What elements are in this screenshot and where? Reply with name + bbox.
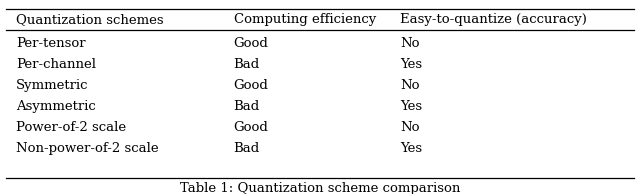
Text: Non-power-of-2 scale: Non-power-of-2 scale (16, 142, 159, 155)
Text: No: No (400, 79, 419, 92)
Text: Bad: Bad (234, 100, 260, 113)
Text: Per-tensor: Per-tensor (16, 37, 86, 50)
Text: Quantization schemes: Quantization schemes (16, 13, 164, 26)
Text: Yes: Yes (400, 142, 422, 155)
Text: No: No (400, 37, 419, 50)
Text: Yes: Yes (400, 58, 422, 71)
Text: Good: Good (234, 37, 268, 50)
Text: Bad: Bad (234, 142, 260, 155)
Text: Good: Good (234, 79, 268, 92)
Text: Yes: Yes (400, 100, 422, 113)
Text: Bad: Bad (234, 58, 260, 71)
Text: No: No (400, 121, 419, 134)
Text: Computing efficiency: Computing efficiency (234, 13, 376, 26)
Text: Asymmetric: Asymmetric (16, 100, 96, 113)
Text: Table 1: Quantization scheme comparison: Table 1: Quantization scheme comparison (180, 182, 460, 194)
Text: Easy-to-quantize (accuracy): Easy-to-quantize (accuracy) (400, 13, 587, 26)
Text: Good: Good (234, 121, 268, 134)
Text: Power-of-2 scale: Power-of-2 scale (16, 121, 126, 134)
Text: Per-channel: Per-channel (16, 58, 96, 71)
Text: Symmetric: Symmetric (16, 79, 88, 92)
